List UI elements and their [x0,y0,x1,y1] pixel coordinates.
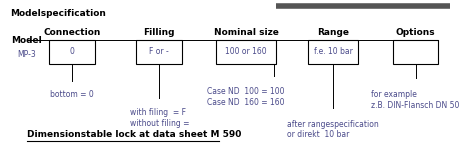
Text: for example
z.B. DIN-Flansch DN 50: for example z.B. DIN-Flansch DN 50 [371,90,460,110]
Text: 0: 0 [70,47,75,56]
Text: Connection: Connection [44,28,101,37]
Text: Filling: Filling [143,28,175,37]
Text: Case ND  100 = 100
Case ND  160 = 160: Case ND 100 = 100 Case ND 160 = 160 [207,87,285,107]
FancyBboxPatch shape [217,40,276,64]
Text: Options: Options [396,28,435,37]
Text: with filing  = F
without filing =: with filing = F without filing = [130,108,189,127]
Text: Modelspecification: Modelspecification [10,9,106,18]
Text: MP-3: MP-3 [17,50,36,58]
Text: Model: Model [11,36,42,45]
FancyBboxPatch shape [392,40,439,64]
Text: Range: Range [317,28,349,37]
Text: F or -: F or - [149,47,169,56]
FancyBboxPatch shape [136,40,182,64]
Text: bottom = 0: bottom = 0 [50,90,94,99]
Text: Nominal size: Nominal size [214,28,279,37]
Text: f.e. 10 bar: f.e. 10 bar [314,47,352,56]
Text: 100 or 160: 100 or 160 [226,47,267,56]
Text: Dimensionstable lock at data sheet M 590: Dimensionstable lock at data sheet M 590 [27,130,241,139]
Text: after rangespecification
or direkt  10 bar: after rangespecification or direkt 10 ba… [287,120,379,139]
FancyBboxPatch shape [49,40,95,64]
FancyBboxPatch shape [308,40,358,64]
